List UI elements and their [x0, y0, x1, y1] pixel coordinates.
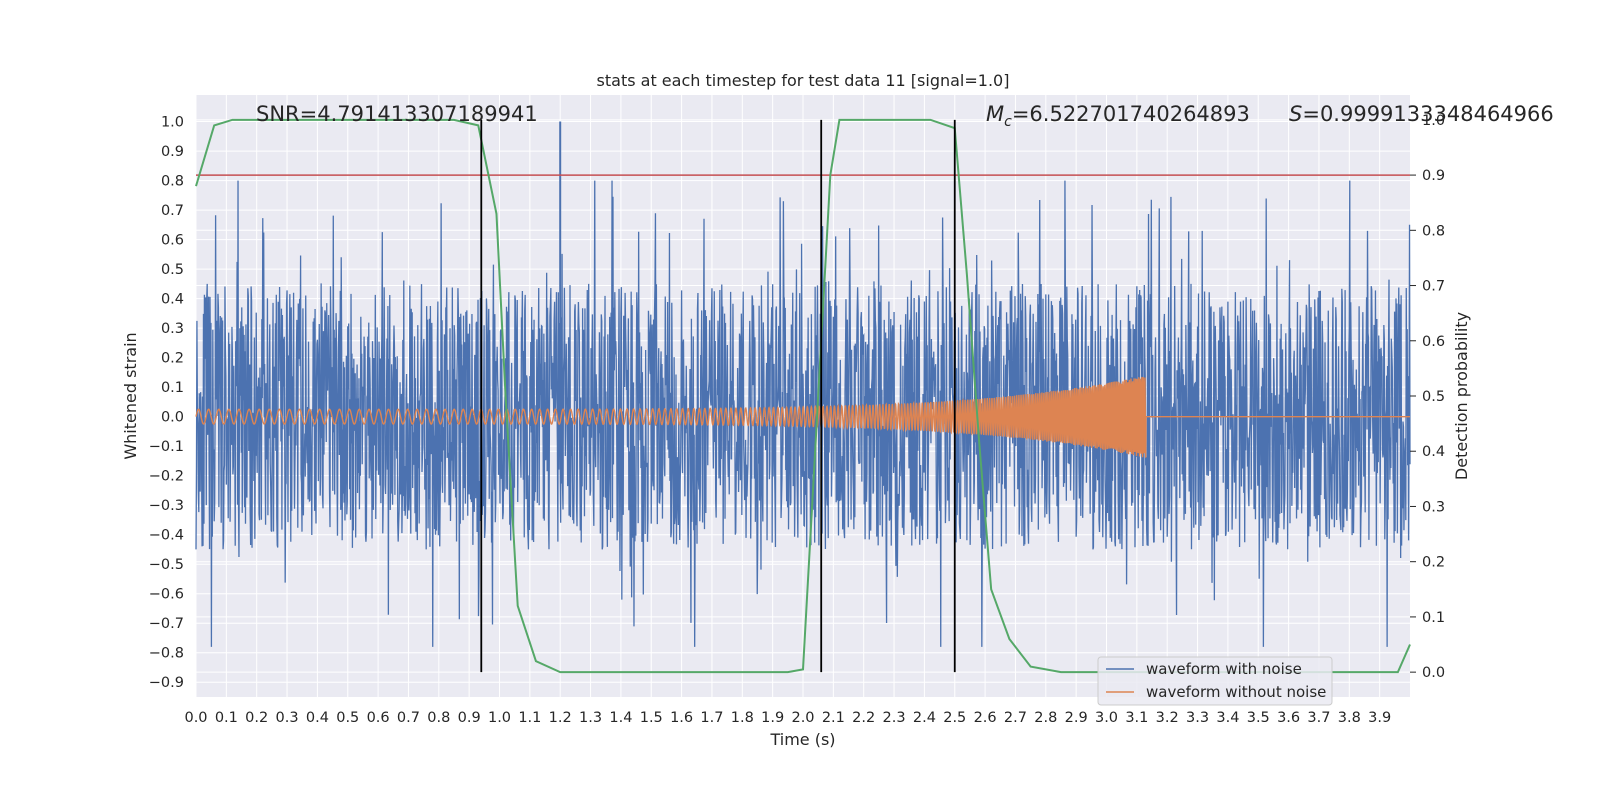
- clean-waveform-series: [195, 376, 1410, 458]
- x-tick-label: 3.1: [1125, 710, 1148, 726]
- y-tick-label: 0.8: [161, 174, 184, 190]
- x-tick-label: 2.4: [913, 710, 936, 726]
- score-value: =0.9999133348464966: [1302, 102, 1553, 126]
- x-tick-label: 0.3: [276, 710, 299, 726]
- y-tick-label: 0.5: [161, 262, 184, 278]
- x-tick-label: 3.6: [1277, 710, 1300, 726]
- x-tick-label: 0.0: [184, 710, 207, 726]
- chart-title: stats at each timestep for test data 11 …: [597, 71, 1010, 90]
- y-tick-label: −0.3: [149, 498, 184, 514]
- y-tick-label: −0.6: [149, 587, 184, 603]
- y2-tick-label: 0.5: [1422, 389, 1445, 405]
- score-annotation: S=0.9999133348464966: [1289, 102, 1554, 126]
- x-tick-label: 2.0: [791, 710, 814, 726]
- x-tick-label: 3.5: [1247, 710, 1270, 726]
- x-tick-label: 3.2: [1156, 710, 1179, 726]
- y2-tick-label: 0.8: [1422, 223, 1445, 239]
- legend-label-noisy: waveform with noise: [1146, 660, 1302, 678]
- y2-tick-label: 0.1: [1422, 610, 1445, 626]
- noisy-waveform-series: [195, 121, 1411, 647]
- x-tick-label: 2.6: [974, 710, 997, 726]
- chirp-mass-subscript: c: [1004, 114, 1012, 130]
- y-tick-label: 0.4: [161, 292, 184, 308]
- y-tick-label: −0.2: [149, 469, 184, 485]
- y2-tick-label: 0.3: [1422, 499, 1445, 515]
- y-tick-label: −0.4: [149, 528, 184, 544]
- chirp-mass-symbol: M: [986, 102, 1004, 126]
- legend: waveform with noise waveform without noi…: [1097, 656, 1333, 706]
- legend-label-clean: waveform without noise: [1146, 683, 1326, 701]
- y-tick-label: 0.2: [161, 351, 184, 367]
- x-tick-label: 2.2: [852, 710, 875, 726]
- x-axis-label: Time (s): [769, 730, 835, 749]
- event-markers: [480, 119, 956, 673]
- y-tick-label: 0.7: [161, 203, 184, 219]
- y-tick-label: 0.0: [161, 410, 184, 426]
- y2-tick-label: 0.7: [1422, 279, 1445, 295]
- y-axis-ticks: 1.0 0.9 0.8 0.7 0.6 0.5 0.4 0.3 0.2 0.1 0.0 −0.1 −0.…: [149, 115, 184, 692]
- y-tick-label: 1.0: [161, 115, 184, 131]
- x-tick-label: 0.2: [245, 710, 268, 726]
- x-axis-ticks: 0.0 0.1 0.2 0.3 0.4 0.5 0.6 0.7 0.8 0.9 1.0 1.1 1.2 1…: [184, 710, 1391, 726]
- x-tick-label: 0.7: [397, 710, 420, 726]
- y2-axis-label: Detection probability: [1452, 312, 1471, 480]
- y2-tick-label: 0.6: [1422, 334, 1445, 350]
- x-tick-label: 0.8: [427, 710, 450, 726]
- x-tick-label: 2.9: [1065, 710, 1088, 726]
- x-tick-label: 3.8: [1338, 710, 1361, 726]
- y2-axis-ticks: 1.0 0.9 0.8 0.7 0.6 0.5 0.4 0.3 0.2 0.1 0.0: [1410, 113, 1445, 681]
- y-axis-label: Whitened strain: [121, 332, 140, 459]
- noisy-waveform-line: [195, 180, 1411, 647]
- chirp-mass-annotation: Mc=6.522701740264893: [986, 102, 1250, 130]
- x-tick-label: 2.5: [943, 710, 966, 726]
- y-tick-label: 0.9: [161, 144, 184, 160]
- y2-tick-label: 1.0: [1422, 113, 1445, 129]
- y2-tick-label: 0.9: [1422, 168, 1445, 184]
- x-tick-label: 1.9: [761, 710, 784, 726]
- x-tick-label: 1.3: [579, 710, 602, 726]
- x-tick-label: 1.2: [549, 710, 572, 726]
- x-tick-label: 1.6: [670, 710, 693, 726]
- legend-box: [1097, 656, 1333, 706]
- x-tick-label: 2.8: [1034, 710, 1057, 726]
- x-tick-label: 3.9: [1368, 710, 1391, 726]
- y2-tick-label: 0.2: [1422, 555, 1445, 571]
- y2-tick-label: 0.4: [1422, 444, 1445, 460]
- x-tick-label: 0.9: [458, 710, 481, 726]
- x-tick-label: 0.1: [215, 710, 238, 726]
- x-tick-label: 1.4: [609, 710, 632, 726]
- x-tick-label: 1.5: [640, 710, 663, 726]
- x-tick-label: 3.7: [1307, 710, 1330, 726]
- x-tick-label: 3.3: [1186, 710, 1209, 726]
- snr-annotation: SNR=4.791413307189941: [256, 102, 538, 126]
- x-tick-label: 1.1: [518, 710, 541, 726]
- x-tick-label: 2.3: [883, 710, 906, 726]
- x-tick-label: 1.7: [700, 710, 723, 726]
- x-tick-label: 0.5: [336, 710, 359, 726]
- detection-probability-series: [195, 118, 1411, 674]
- y-tick-label: 0.6: [161, 233, 184, 249]
- x-tick-label: 3.0: [1095, 710, 1118, 726]
- chirp-mass-value: =6.522701740264893: [1012, 102, 1250, 126]
- detection-probability-line: [195, 118, 1411, 674]
- x-tick-label: 3.4: [1216, 710, 1239, 726]
- y-tick-label: −0.9: [149, 675, 184, 691]
- y-tick-label: −0.7: [149, 616, 184, 632]
- x-tick-label: 2.1: [822, 710, 845, 726]
- x-tick-label: 0.4: [306, 710, 329, 726]
- x-tick-label: 2.7: [1004, 710, 1027, 726]
- y-tick-label: 0.1: [161, 380, 184, 396]
- x-tick-label: 1.8: [731, 710, 754, 726]
- clean-waveform-line: [195, 376, 1410, 458]
- y2-tick-label: 0.0: [1422, 665, 1445, 681]
- y-tick-label: −0.5: [149, 557, 184, 573]
- y-tick-label: −0.8: [149, 646, 184, 662]
- score-symbol: S: [1289, 102, 1302, 126]
- x-tick-label: 0.6: [367, 710, 390, 726]
- x-tick-label: 1.0: [488, 710, 511, 726]
- y-tick-label: −0.1: [149, 439, 184, 455]
- y-tick-label: 0.3: [161, 321, 184, 337]
